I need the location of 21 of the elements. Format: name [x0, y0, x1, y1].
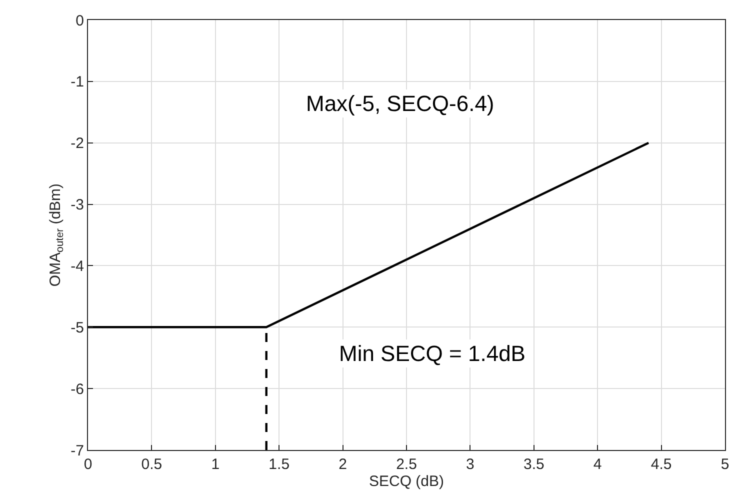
y-tick-label: -7: [70, 442, 84, 460]
x-tick-label: 1.5: [268, 456, 290, 473]
x-tick-label: 4: [593, 456, 602, 473]
x-tick-label: 3.5: [523, 456, 544, 473]
x-axis-title: SECQ (dB): [368, 473, 444, 490]
annotation: Max(-5, SECQ-6.4): [306, 91, 494, 116]
y-tick-label: -5: [70, 319, 84, 336]
x-tick-label: 1: [211, 456, 220, 473]
x-tick-label: 2: [338, 456, 347, 473]
x-tick-label: 4.5: [650, 456, 672, 473]
x-tick-label: 3: [466, 456, 474, 473]
annotation: Min SECQ = 1.4dB: [339, 341, 526, 366]
y-tick-label: -6: [70, 380, 84, 398]
y-tick-label: 0: [76, 12, 84, 30]
y-tick-label: -4: [70, 258, 84, 275]
x-tick-label: 2.5: [396, 456, 417, 473]
x-tick-label: 5: [720, 456, 730, 473]
y-tick-label: -1: [70, 74, 84, 91]
y-tick-label: -3: [70, 196, 84, 214]
x-tick-label: 0.5: [141, 456, 162, 473]
y-tick-label: -2: [70, 135, 84, 152]
